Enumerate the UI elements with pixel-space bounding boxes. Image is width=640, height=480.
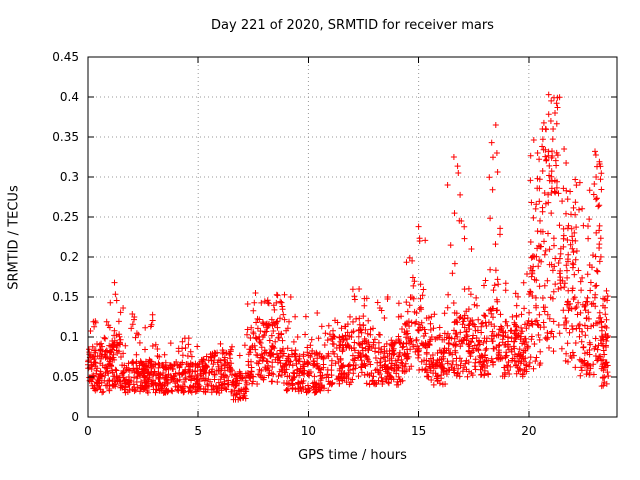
y-tick-label: 0.05 xyxy=(52,370,79,384)
y-tick-label: 0 xyxy=(71,410,79,424)
chart-title: Day 221 of 2020, SRMTID for receiver mar… xyxy=(211,18,494,33)
y-tick-label: 0.1 xyxy=(60,330,79,344)
y-tick-label: 0.35 xyxy=(52,130,79,144)
y-tick-label: 0.15 xyxy=(52,290,79,304)
x-tick-label: 15 xyxy=(411,424,426,438)
x-axis-label: GPS time / hours xyxy=(298,448,407,463)
y-tick-label: 0.45 xyxy=(52,50,79,64)
x-tick-label: 0 xyxy=(84,424,92,438)
y-tick-label: 0.2 xyxy=(60,250,79,264)
x-tick-label: 5 xyxy=(194,424,202,438)
x-tick-label: 10 xyxy=(301,424,316,438)
y-tick-label: 0.4 xyxy=(60,90,79,104)
y-tick-label: 0.25 xyxy=(52,210,79,224)
y-tick-label: 0.3 xyxy=(60,170,79,184)
x-tick-label: 20 xyxy=(521,424,536,438)
